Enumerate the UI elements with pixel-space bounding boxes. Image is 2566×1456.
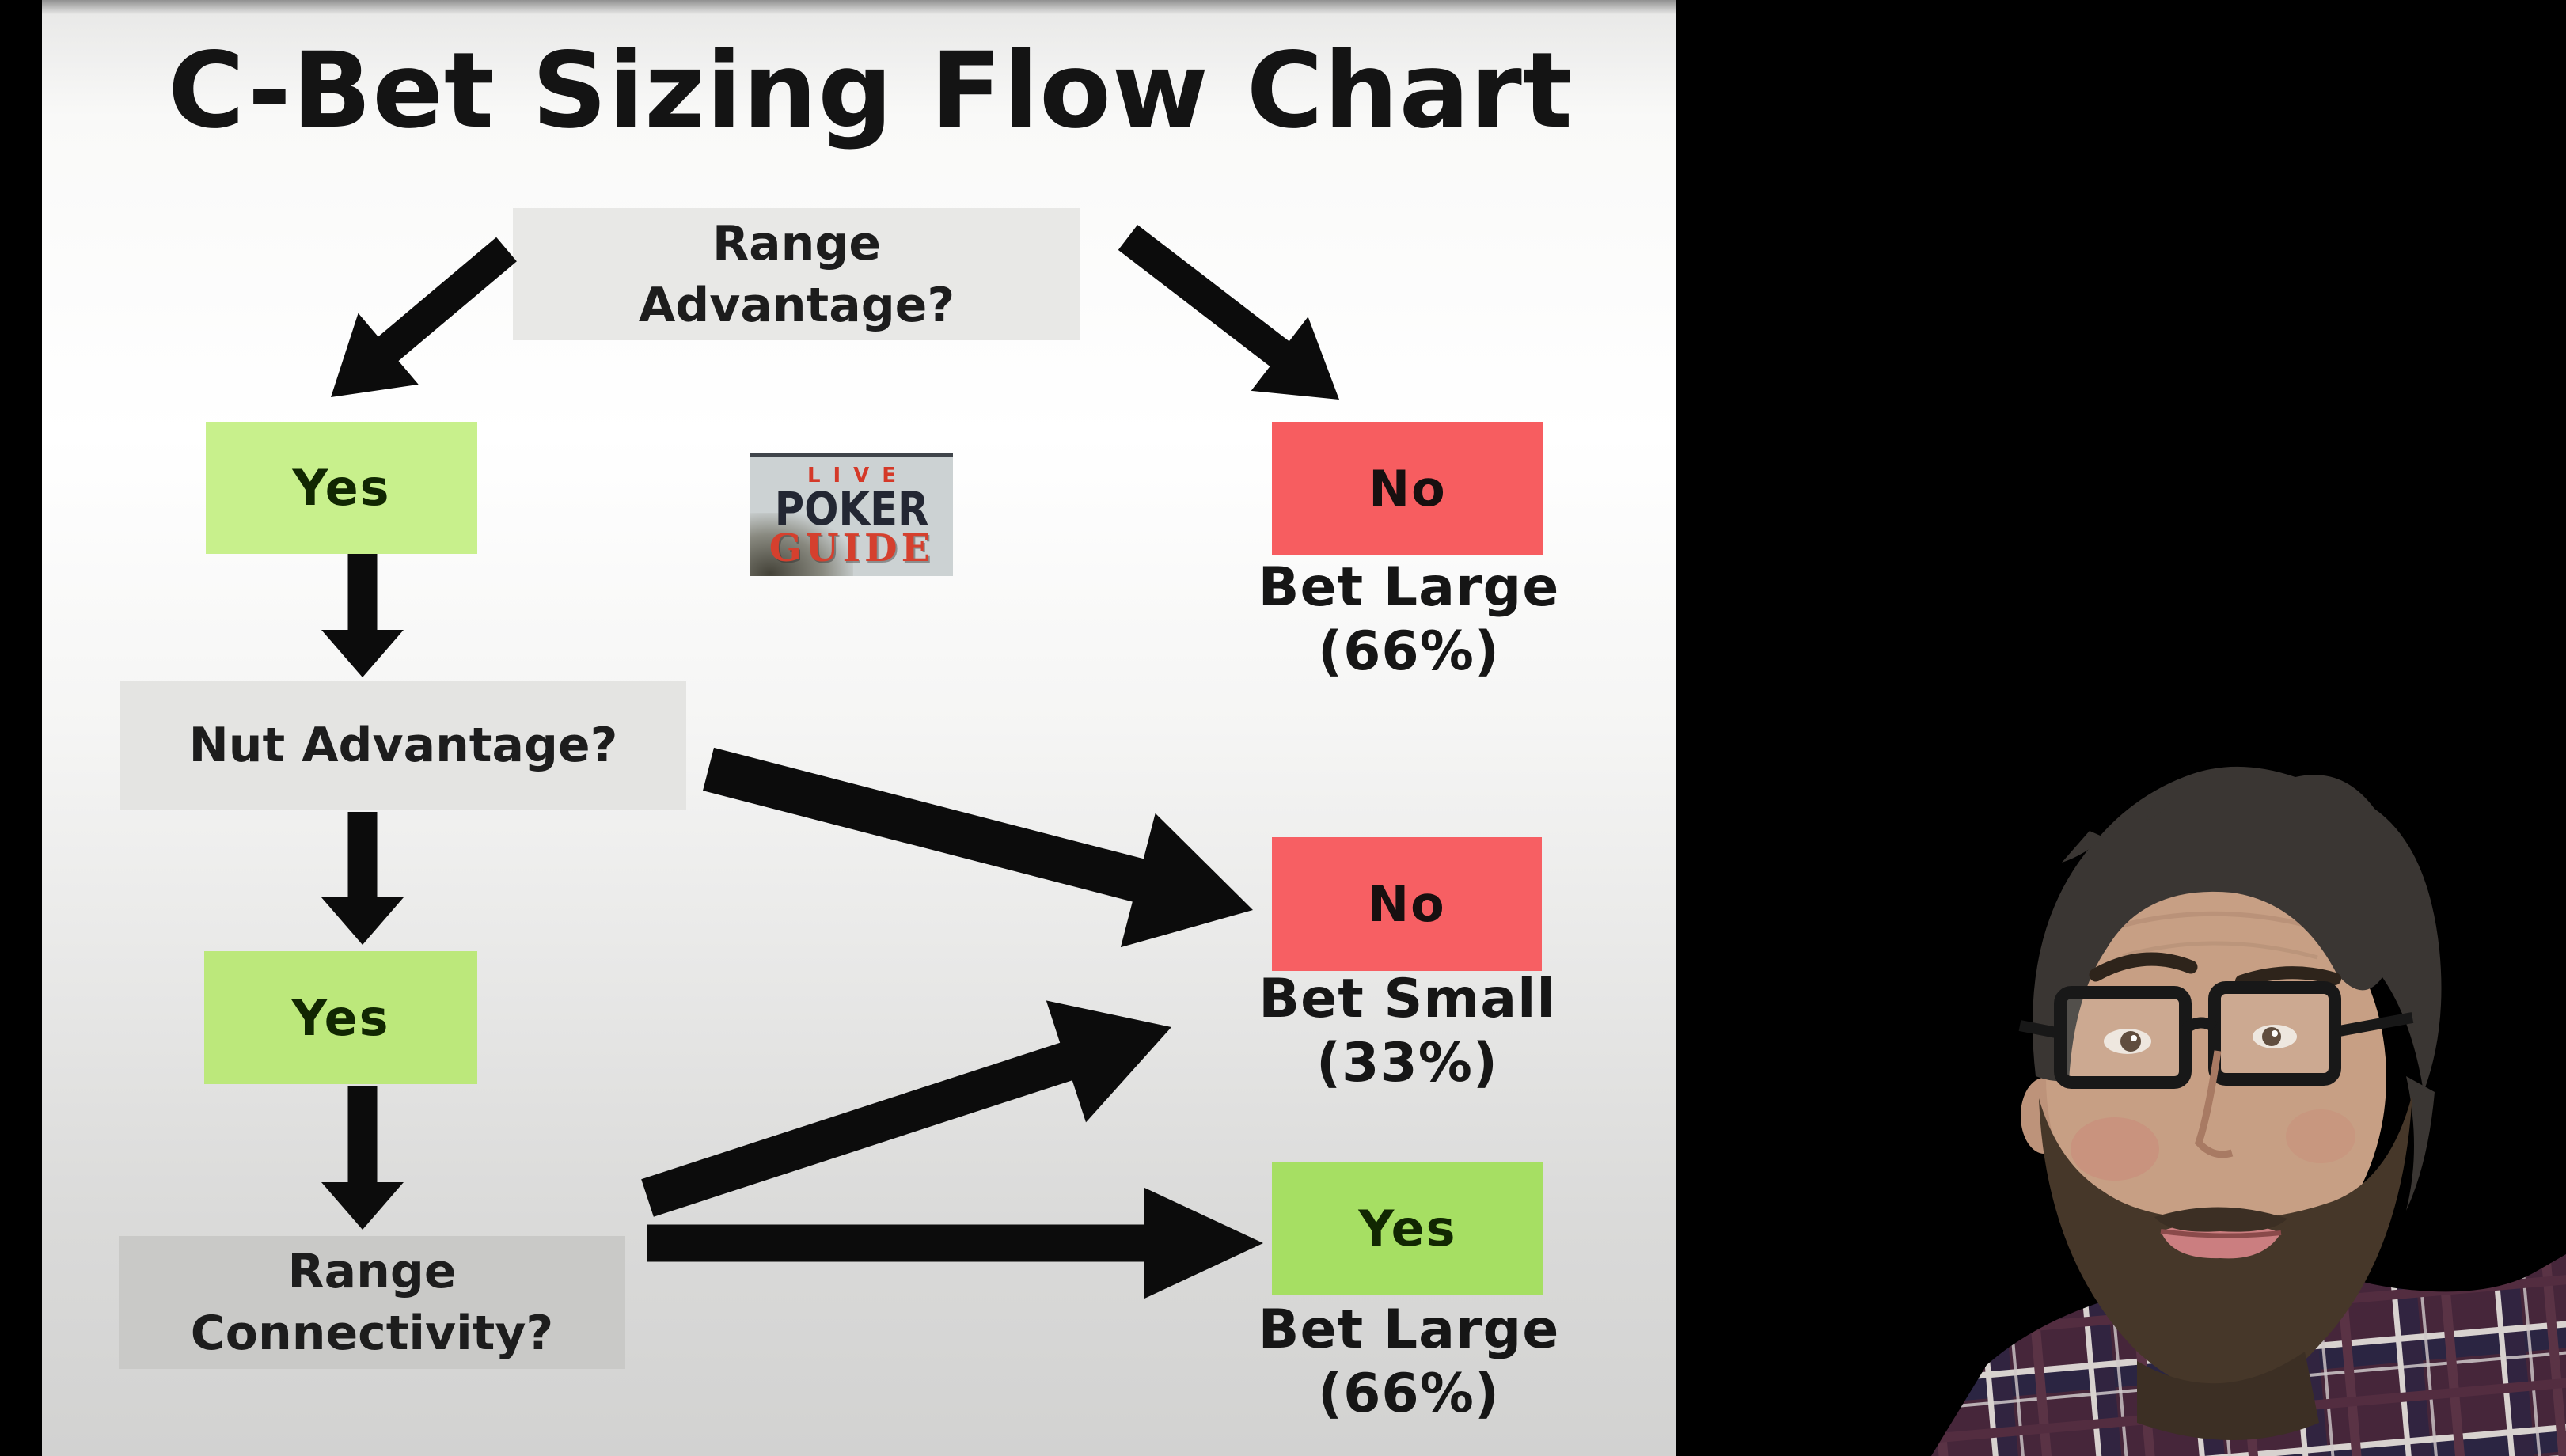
answer-label: Yes <box>1358 1200 1457 1257</box>
presenter-mustache <box>2154 1207 2287 1232</box>
presenter-nose <box>2194 1050 2234 1158</box>
presenter-eyebrow-right <box>2235 966 2341 988</box>
presenter-eyebrow-left <box>2089 952 2198 982</box>
presenter-glasses <box>2018 981 2414 1089</box>
outcome-action: Bet Small <box>1258 968 1556 1030</box>
answer-box-yes-range-connectivity: Yes <box>1272 1162 1543 1295</box>
answer-label: Yes <box>292 459 391 517</box>
answer-label: No <box>1368 875 1446 933</box>
outcome-sizing: (33%) <box>1316 1032 1498 1094</box>
outcome-sizing: (66%) <box>1318 620 1500 683</box>
outcome-action: Bet Large <box>1258 1299 1560 1361</box>
presenter-webcam <box>1931 766 2566 1456</box>
answer-box-yes-range-advantage: Yes <box>206 422 477 554</box>
logo-text-guide: GUIDE <box>769 526 935 571</box>
decision-node-range-connectivity: Range Connectivity? <box>119 1236 625 1369</box>
outcome-action: Bet Large <box>1258 556 1560 619</box>
answer-box-no-range-advantage: No <box>1272 422 1543 555</box>
logo-text-live: LIVE <box>807 464 909 487</box>
decision-node-range-advantage: Range Advantage? <box>513 208 1080 340</box>
answer-box-no-nut-advantage: No <box>1272 837 1542 971</box>
presenter-eyes <box>2104 1025 2297 1054</box>
decision-node-label: Range Connectivity? <box>190 1244 554 1361</box>
decision-node-label: Range Advantage? <box>638 215 955 333</box>
outcome-label-bet-small: Bet Small (33%) <box>1233 967 1581 1095</box>
logo-texture <box>750 513 853 576</box>
answer-box-yes-nut-advantage: Yes <box>204 951 477 1084</box>
outcome-label-bet-large-top: Bet Large (66%) <box>1235 555 1583 684</box>
presenter-hair <box>2033 766 2442 1092</box>
outcome-sizing: (66%) <box>1318 1363 1500 1425</box>
page-title: C-Bet Sizing Flow Chart <box>168 30 1573 152</box>
brand-logo: LIVE POKER GUIDE <box>750 453 953 576</box>
logo-text-poker: POKER <box>774 482 929 536</box>
answer-label: Yes <box>291 988 390 1047</box>
outcome-label-bet-large-bottom: Bet Large (66%) <box>1235 1298 1583 1426</box>
answer-label: No <box>1368 460 1447 518</box>
decision-node-label: Nut Advantage? <box>188 717 618 773</box>
decision-node-nut-advantage: Nut Advantage? <box>120 681 686 810</box>
presenter-head <box>2018 766 2442 1440</box>
